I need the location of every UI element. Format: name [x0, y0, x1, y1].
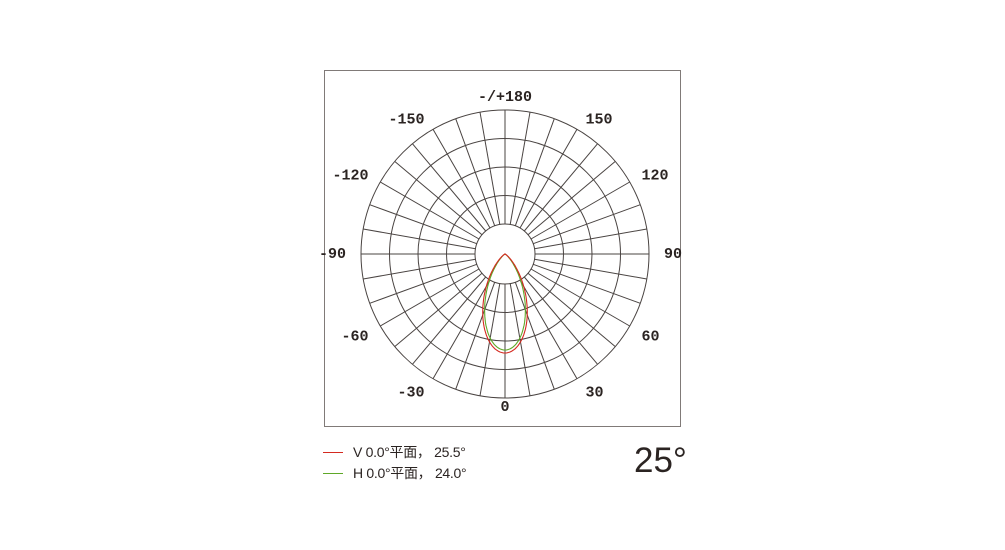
- svg-text:0: 0: [500, 399, 509, 416]
- svg-text:-150: -150: [388, 111, 424, 128]
- svg-text:60: 60: [642, 328, 660, 345]
- svg-text:-60: -60: [341, 328, 368, 345]
- svg-text:-/+180: -/+180: [478, 89, 532, 106]
- svg-text:30: 30: [586, 384, 604, 401]
- svg-text:120: 120: [642, 167, 669, 184]
- svg-text:-90: -90: [319, 246, 346, 263]
- svg-text:-30: -30: [397, 384, 424, 401]
- svg-text:90: 90: [664, 246, 682, 263]
- svg-text:150: 150: [586, 111, 613, 128]
- svg-text:-120: -120: [332, 167, 368, 184]
